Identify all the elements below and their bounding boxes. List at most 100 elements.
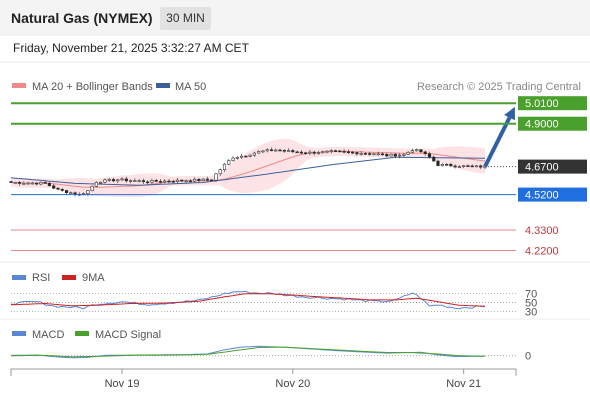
candle — [17, 180, 22, 186]
candle — [423, 150, 427, 156]
candle — [282, 149, 286, 153]
candle-body — [171, 181, 175, 183]
legend-9ma-swatch — [62, 275, 76, 280]
candle-body — [415, 149, 419, 152]
forecast-arrow-head — [504, 106, 515, 121]
x-tick-label: Nov 19 — [105, 378, 140, 390]
legend-rsi-label: RSI — [32, 272, 50, 284]
candle — [295, 150, 299, 154]
y-tick-label: 70 — [525, 289, 537, 301]
legend-macd-swatch — [12, 331, 26, 336]
candle-body — [316, 152, 321, 155]
legend-macd-label: MACD — [32, 329, 64, 341]
candle-body — [13, 182, 17, 184]
legend-9ma-label: 9MA — [82, 272, 105, 284]
candle — [47, 182, 51, 187]
candle-body — [129, 180, 133, 182]
candle-body — [167, 180, 171, 183]
candle — [453, 164, 457, 169]
forecast-arrow-shaft — [483, 116, 512, 168]
candle — [325, 150, 329, 154]
candle — [235, 156, 239, 160]
candle-body — [188, 180, 193, 183]
candle — [278, 148, 282, 152]
candle-body — [278, 149, 282, 152]
candle-body — [34, 182, 39, 185]
candle-body — [474, 165, 479, 168]
candle — [342, 149, 346, 154]
candle-body — [116, 179, 120, 182]
candle — [184, 179, 188, 184]
candle — [111, 177, 116, 183]
candle — [402, 152, 406, 158]
candle — [116, 179, 120, 184]
candle — [440, 162, 444, 167]
candle — [205, 176, 210, 182]
macd-line — [10, 345, 486, 359]
candle-body — [397, 154, 402, 157]
candle — [193, 177, 197, 183]
candle-body — [175, 179, 180, 182]
candle — [248, 153, 252, 158]
candle-body — [103, 179, 107, 183]
candle — [368, 151, 372, 156]
candle — [479, 164, 483, 169]
candle — [124, 176, 128, 183]
candle — [449, 162, 453, 167]
candle-body — [244, 155, 248, 158]
candle — [175, 177, 180, 184]
candle — [39, 181, 43, 186]
bollinger-band — [11, 138, 485, 198]
timeframe-button[interactable]: 30 MIN — [160, 7, 211, 30]
legend-ma20-label: MA 20 + Bollinger Bands — [32, 81, 153, 93]
candle-body — [461, 165, 466, 167]
candle-body — [419, 149, 423, 153]
candle — [137, 179, 141, 183]
candle — [389, 153, 393, 157]
x-axis: Nov 19 Nov 20 Nov 21 — [10, 368, 517, 390]
legend-ma50-swatch — [156, 83, 170, 88]
legend-ma20-swatch — [12, 83, 26, 88]
candle — [30, 181, 35, 185]
candle-body — [440, 164, 444, 166]
candle-body — [312, 151, 316, 154]
candle-body — [120, 178, 124, 181]
candle-body — [269, 149, 274, 151]
credit-text: Research © 2025 Trading Central — [417, 81, 581, 93]
candle-body — [9, 181, 13, 183]
candle-body — [389, 153, 393, 157]
legend-macd-signal-label: MACD Signal — [95, 329, 161, 341]
level-box — [518, 116, 587, 131]
candle-body — [406, 152, 410, 155]
y-tick-label: 30 — [525, 307, 537, 319]
candle — [385, 152, 389, 158]
legend-rsi-swatch — [12, 275, 26, 280]
candle-body — [291, 150, 295, 153]
candle-body — [346, 151, 351, 153]
candle — [393, 152, 397, 159]
candle — [321, 150, 325, 154]
candle — [419, 149, 423, 153]
candle — [470, 164, 474, 168]
candle-body — [26, 182, 30, 185]
candle — [299, 150, 304, 155]
candle-body — [193, 178, 197, 182]
ma50-line — [10, 156, 485, 186]
candle-body — [214, 173, 218, 181]
candle-body — [444, 164, 449, 166]
candle-body — [47, 182, 51, 187]
candle-body — [355, 152, 359, 155]
macd-chart-area: 0 — [10, 345, 531, 363]
candle-body — [43, 182, 47, 184]
candle-body — [466, 165, 470, 167]
candle-body — [385, 154, 389, 157]
candle — [13, 181, 17, 184]
candle — [94, 181, 98, 188]
candle-body — [111, 179, 116, 182]
candle — [188, 179, 193, 183]
candle — [34, 182, 39, 186]
candle-body — [150, 180, 154, 183]
candle — [60, 187, 64, 192]
